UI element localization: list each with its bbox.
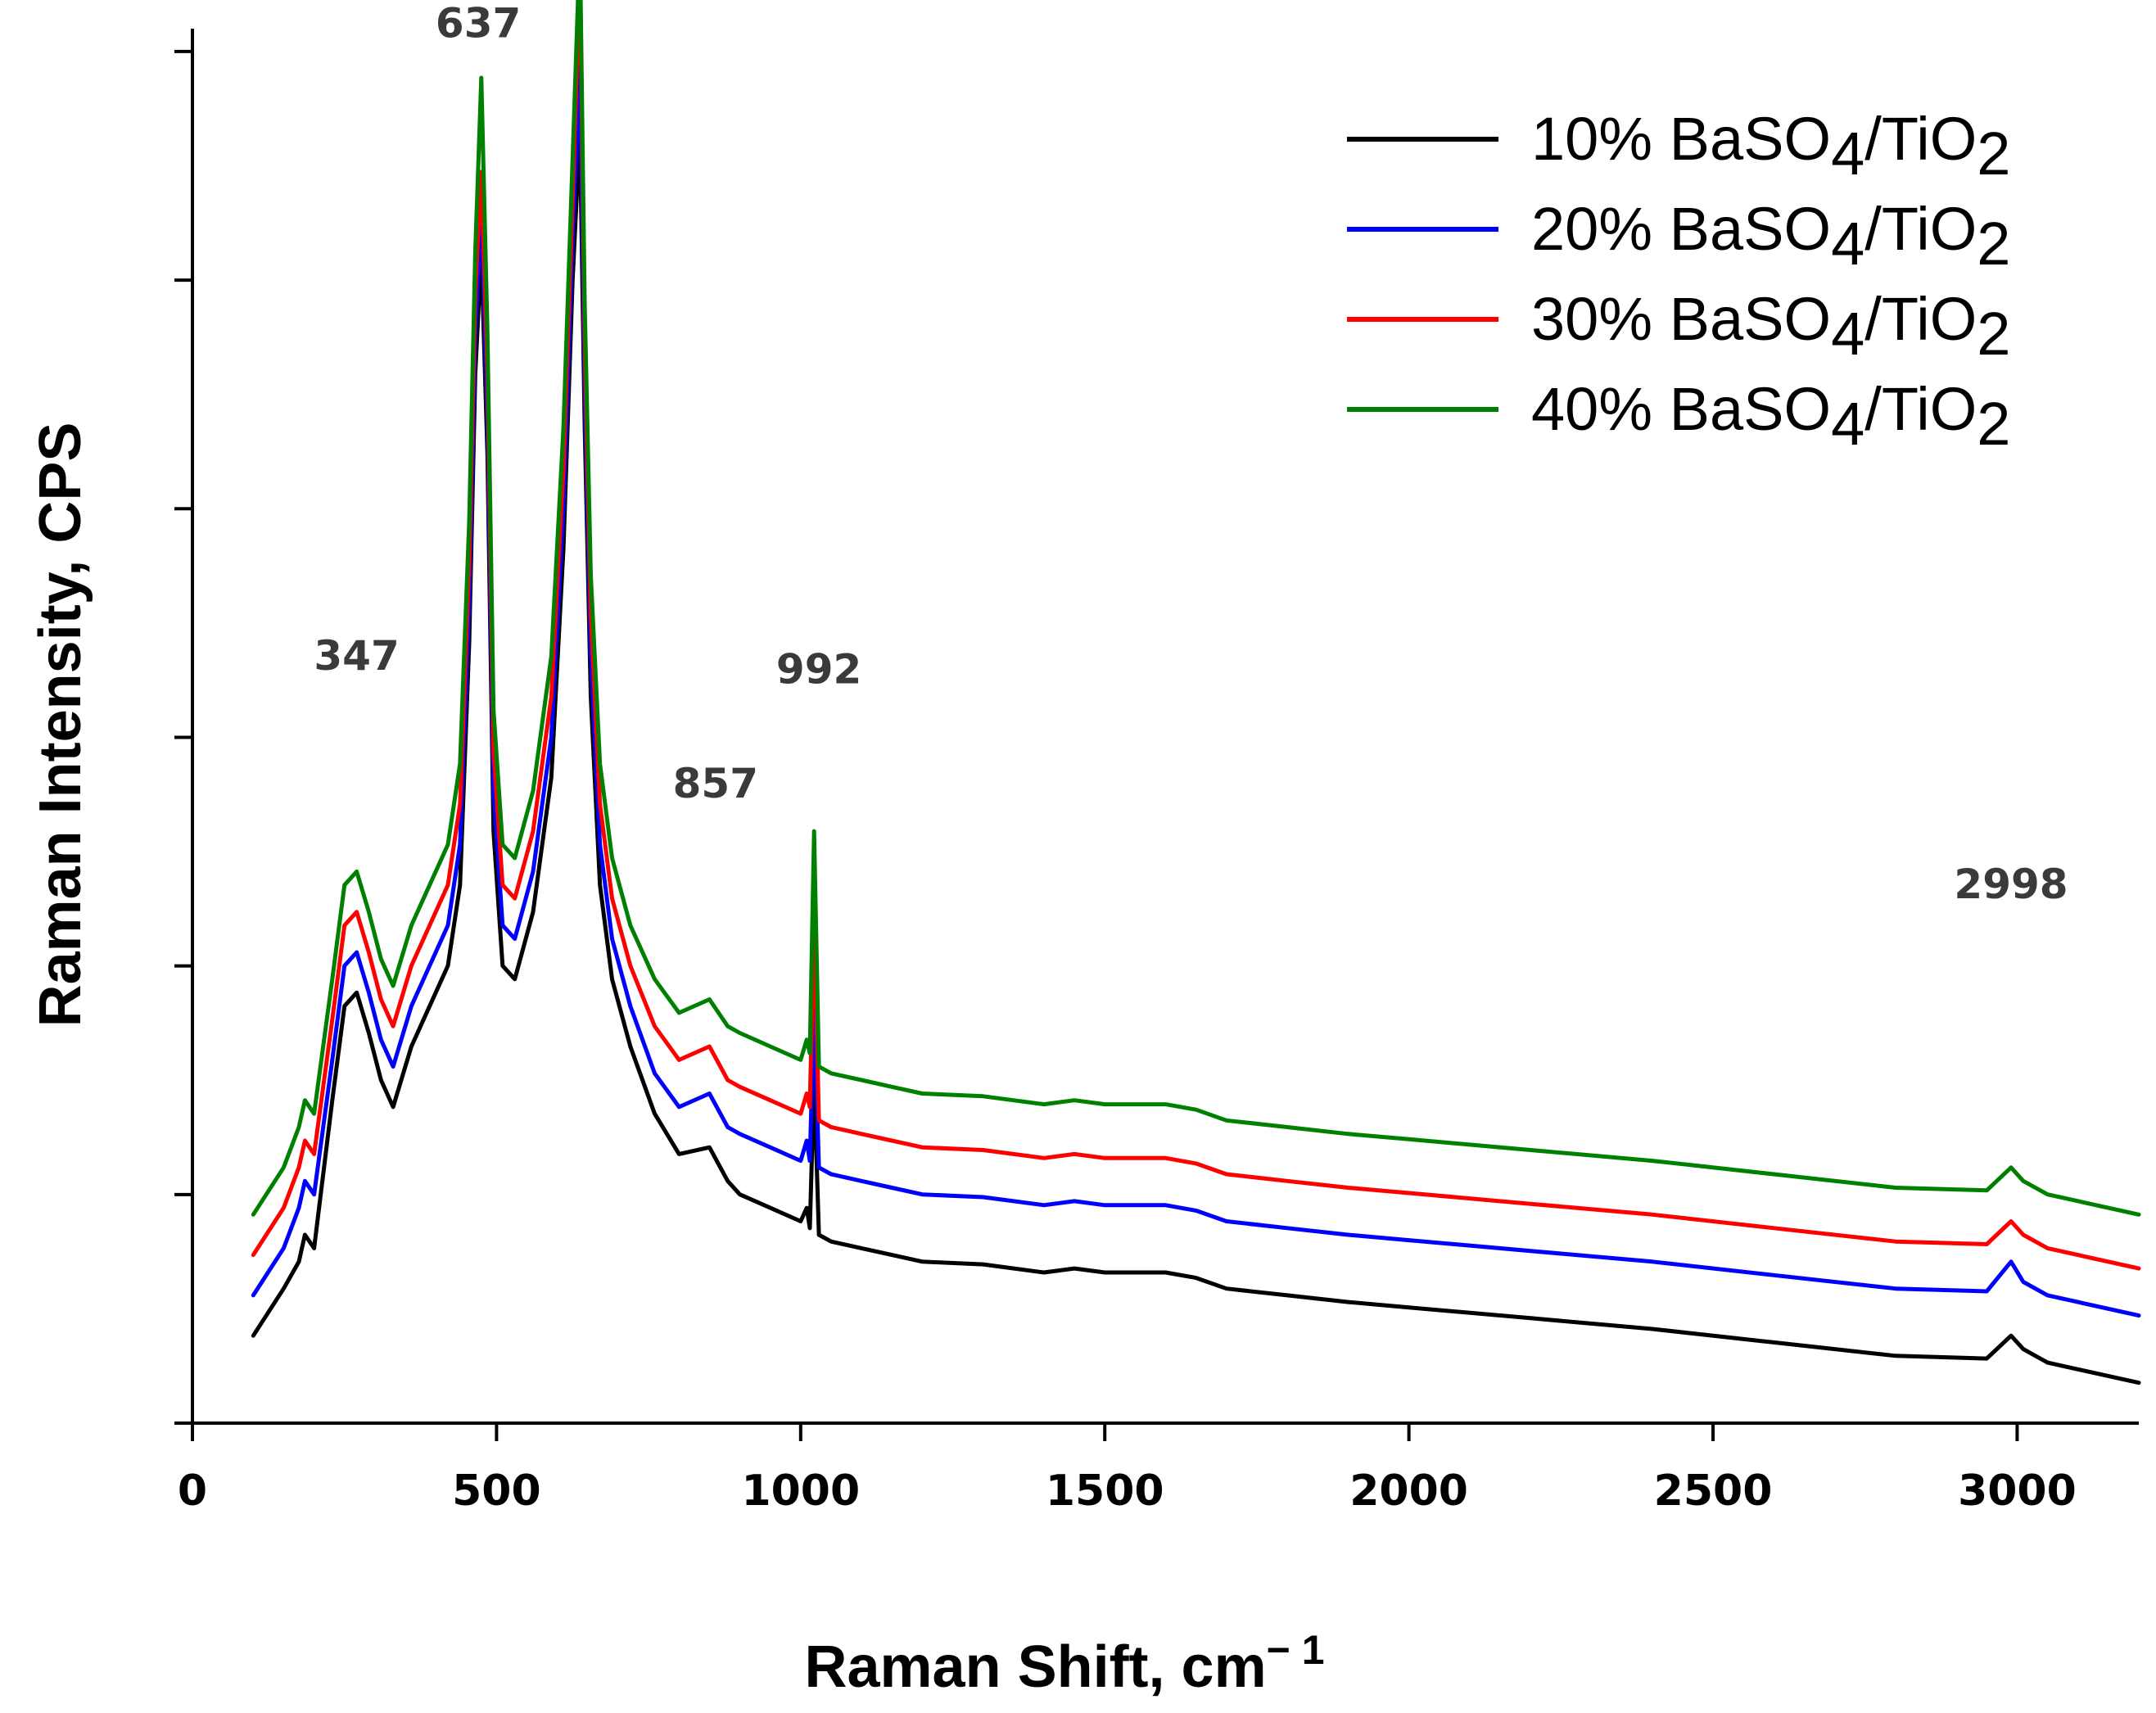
x-tick-label: 3000 [1958, 1467, 2077, 1516]
peak-label: 992 [776, 645, 861, 693]
series-line-2 [251, 62, 2141, 1318]
peak-label: 637 [436, 0, 521, 47]
y-ticks [174, 49, 192, 1425]
series-line-1 [251, 129, 2141, 1385]
x-tick-label: 500 [452, 1467, 541, 1516]
peak-label: 857 [673, 760, 758, 807]
legend-label: 20% BaSO4/TiO2 [1531, 195, 2010, 278]
series-lines [251, 0, 2141, 1385]
legend-label: 40% BaSO4/TiO2 [1531, 375, 2010, 458]
y-axis-title: Raman Intensity, CPS [28, 423, 93, 1028]
x-axis-title-text: Raman Shift, cm [804, 1634, 1266, 1700]
peak-label: 2998 [1954, 861, 2068, 908]
legend-label: 10% BaSO4/TiO2 [1531, 105, 2010, 188]
series-line-3 [251, 0, 2141, 1271]
x-tick-label: 1500 [1046, 1467, 1164, 1516]
series-line-4 [251, 0, 2141, 1217]
legend-label: 30% BaSO4/TiO2 [1531, 285, 2010, 368]
x-axis-title: Raman Shift, cm− 1 [804, 1627, 1324, 1700]
x-tick-label: 2500 [1654, 1467, 1773, 1516]
x-axis-title-superscript: − 1 [1267, 1627, 1325, 1673]
x-tick-label: 1000 [741, 1467, 860, 1516]
x-tick-label: 2000 [1349, 1467, 1468, 1516]
x-tick-label: 0 [178, 1467, 207, 1516]
peak-label: 347 [314, 632, 399, 680]
peak-labels: 3476377338579922998 [314, 0, 2068, 908]
x-ticks: 0 500 1000 1500 2000 2500 3000 [178, 1423, 2077, 1516]
